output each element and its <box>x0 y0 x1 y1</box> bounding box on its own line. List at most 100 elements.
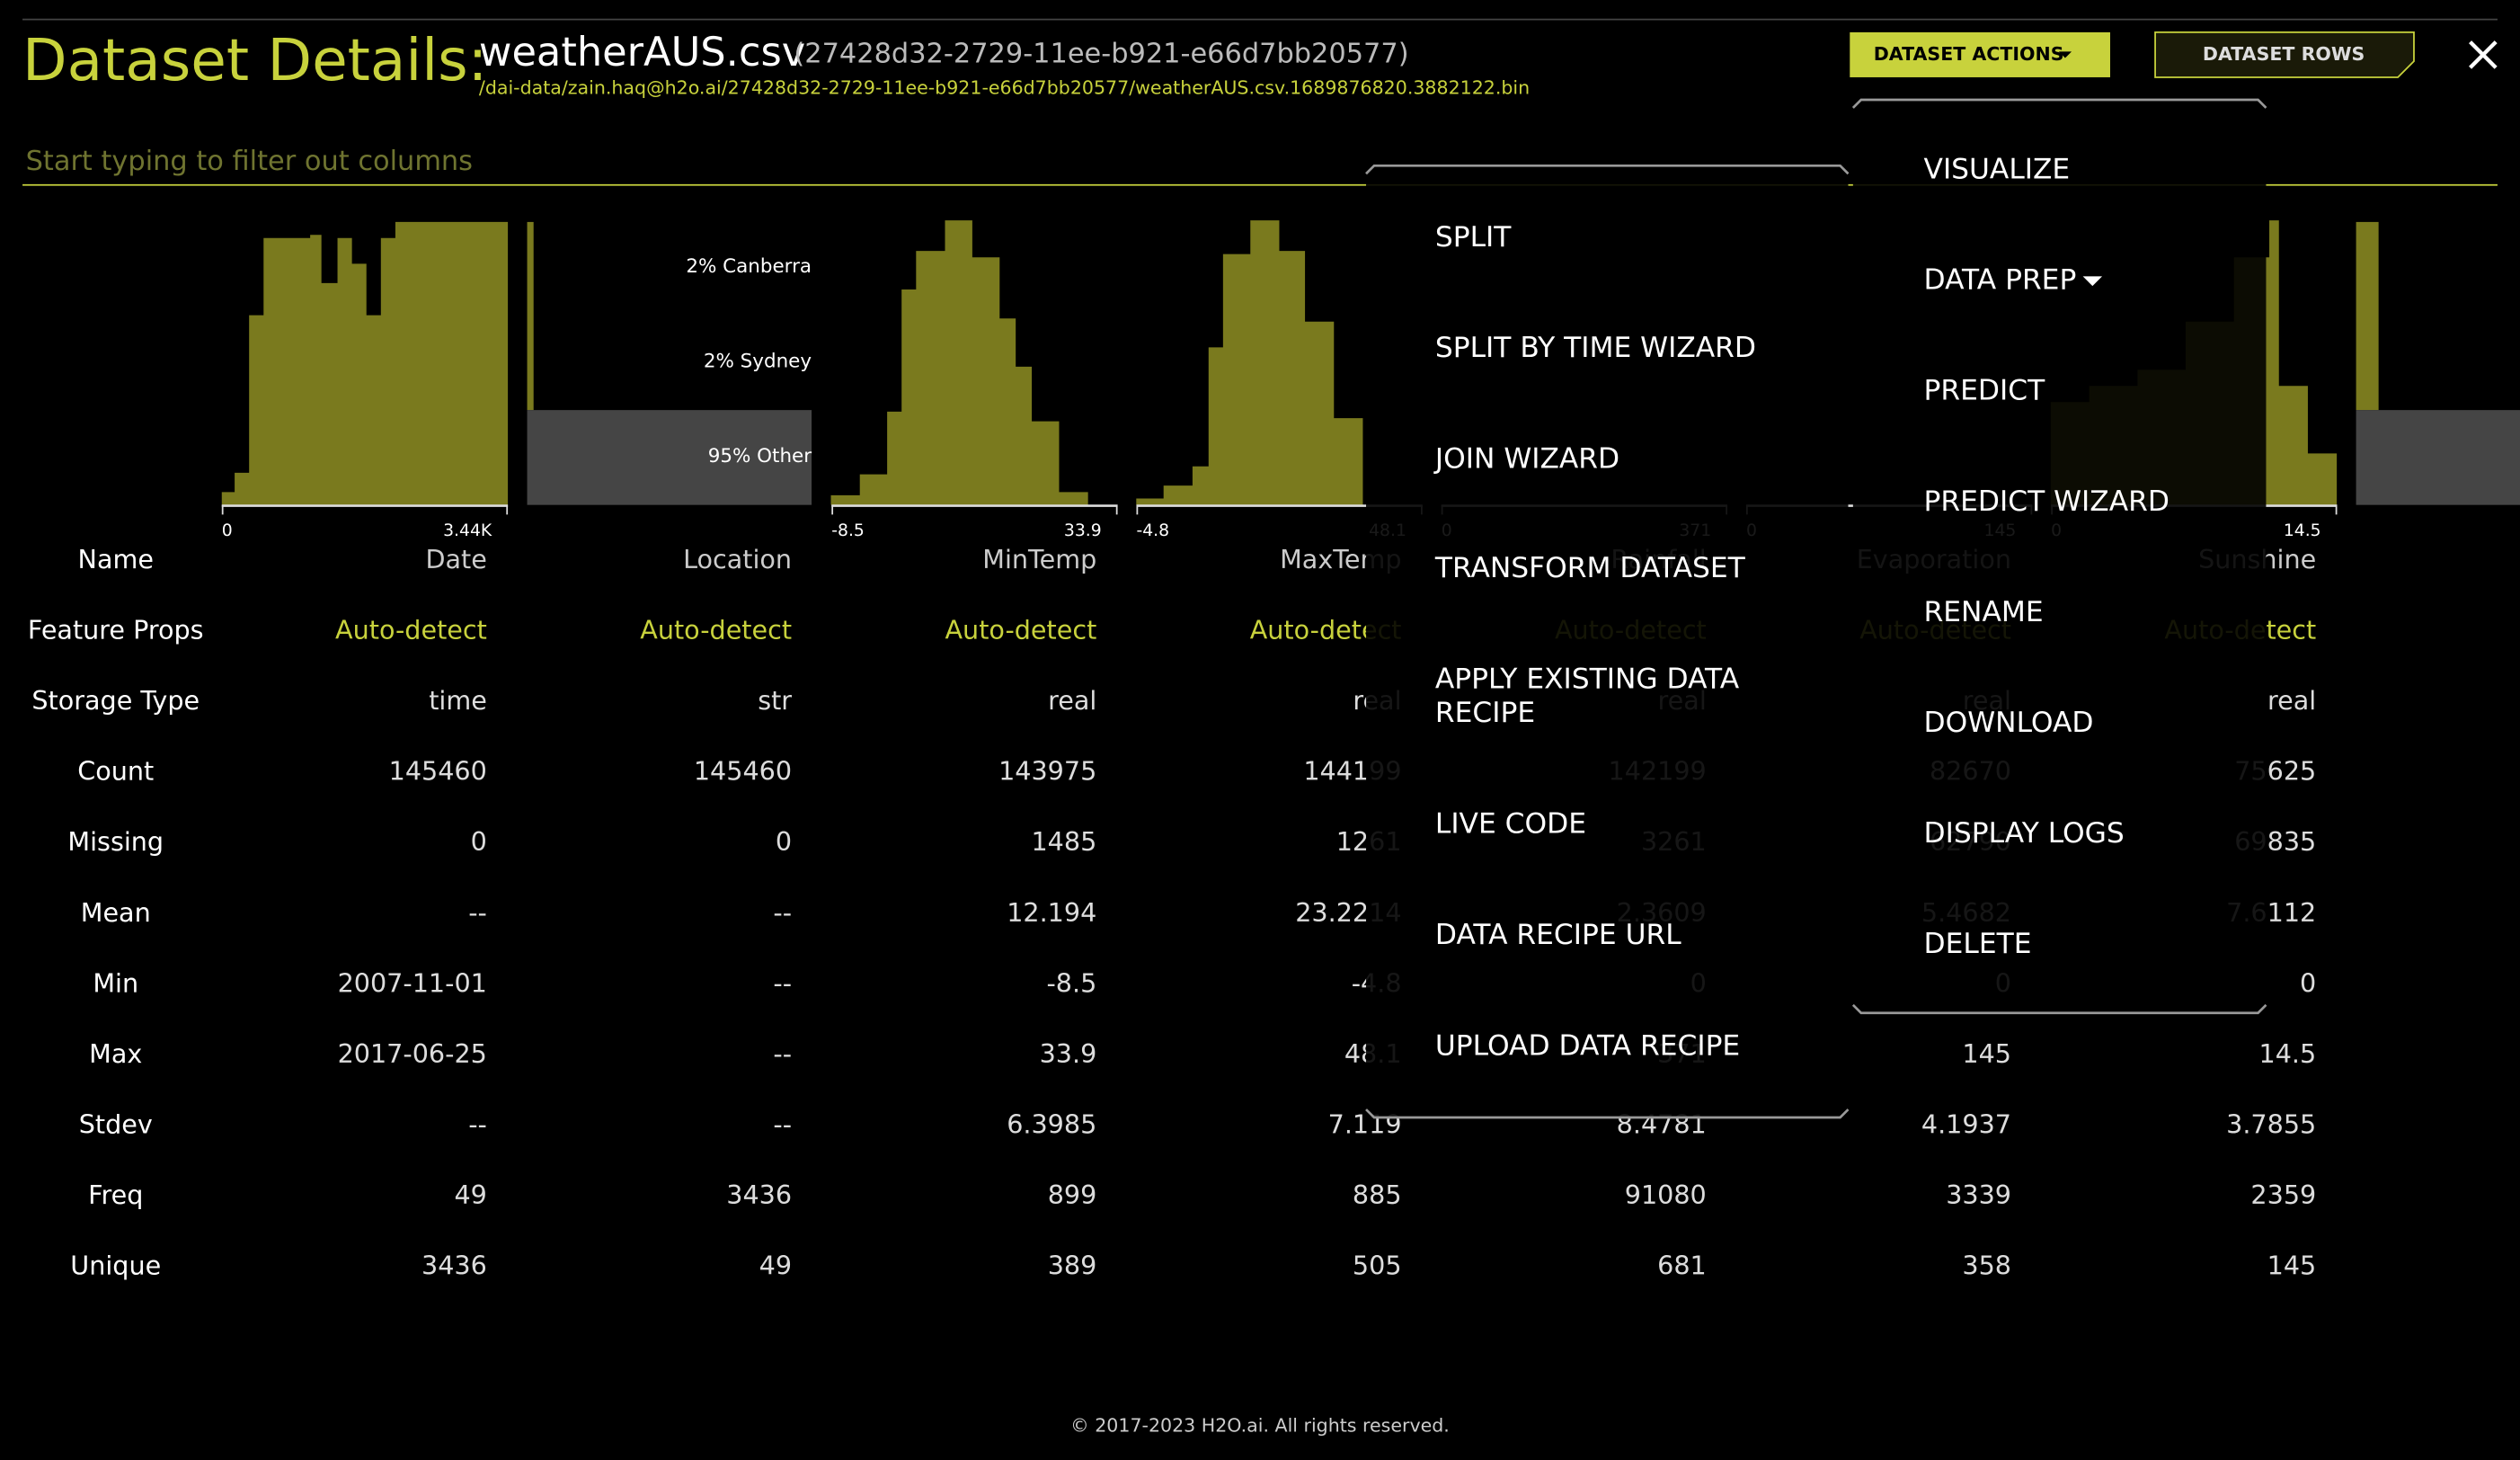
histogram-min: 0 <box>222 521 233 540</box>
submenu-item[interactable]: DATA RECIPE URL <box>1435 919 1681 951</box>
submenu-item[interactable]: SPLIT <box>1435 221 1512 254</box>
row-label: Max <box>89 1038 142 1069</box>
row-label: Min <box>93 967 138 998</box>
submenu-item[interactable]: LIVE CODE <box>1435 808 1586 841</box>
cell: 49 <box>454 1180 486 1210</box>
menu-item[interactable]: RENAME <box>1924 596 2044 628</box>
menu-item[interactable]: DISPLAY LOGS <box>1924 817 2125 850</box>
cell: 0 <box>776 826 792 857</box>
cell: 1485 <box>1031 826 1096 857</box>
submenu-panel <box>1366 165 1849 1117</box>
cell: 3436 <box>726 1180 792 1210</box>
cell: 14.5 <box>2259 1038 2317 1069</box>
cell: -- <box>468 897 487 928</box>
histogram-mintemp <box>830 220 1088 505</box>
row-label: Mean <box>81 897 151 928</box>
menu-item[interactable]: DOWNLOAD <box>1924 707 2094 739</box>
page-title: Dataset Details: <box>22 27 487 94</box>
windgustdir-other-bar <box>2356 410 2520 505</box>
location-other-bar <box>527 410 812 505</box>
row-label: Stdev <box>79 1108 153 1139</box>
submenu-item[interactable]: SPLIT BY TIME WIZARD <box>1435 332 1756 364</box>
cell: real <box>2267 685 2316 716</box>
dataset-name: weatherAUS.csv <box>479 29 805 76</box>
cell: 2017-06-25 <box>338 1038 487 1069</box>
cell: -- <box>773 967 792 998</box>
feature-props[interactable]: Auto-detect <box>640 615 792 645</box>
cell: -8.5 <box>1046 967 1096 998</box>
cell: 3.7855 <box>2226 1108 2316 1139</box>
filter-input[interactable]: Start typing to filter out columns <box>26 146 473 177</box>
submenu-panel-edge <box>1365 164 1850 1119</box>
cell: 143975 <box>998 756 1096 787</box>
histogram-date <box>221 221 509 505</box>
row-label: Count <box>77 756 154 787</box>
actions-button[interactable]: DATASET ACTIONS <box>1874 43 2064 65</box>
cell: 0 <box>471 826 487 857</box>
row-label: Freq <box>88 1180 143 1210</box>
submenu-item[interactable]: APPLY EXISTING DATA RECIPE <box>1435 663 1740 730</box>
cell: 12.194 <box>1007 897 1096 928</box>
cell: -- <box>773 897 792 928</box>
histogram-min: -4.8 <box>1136 521 1169 540</box>
cell: real <box>1048 685 1096 716</box>
caret <box>2058 51 2072 58</box>
menu-panel <box>1852 100 2267 1013</box>
cell: 681 <box>1657 1250 1707 1280</box>
cell: 505 <box>1353 1250 1402 1280</box>
location-bar-label: 2% Sydney <box>704 350 812 372</box>
cell: 3436 <box>421 1250 487 1280</box>
histogram-windgustdir <box>2356 221 2379 411</box>
row-label: Storage Type <box>31 685 200 716</box>
overlay: SPLIT SPLIT BY TIME WIZARD JOIN WIZARD TRAN… <box>1070 98 2267 1436</box>
histogram-max: 14.5 <box>2284 521 2321 540</box>
submenu-item-line: RECIPE <box>1435 697 1535 729</box>
submenu-item[interactable]: UPLOAD DATA RECIPE <box>1435 1029 1740 1062</box>
cell: 0 <box>2300 967 2316 998</box>
column-name: MinTemp <box>982 544 1096 574</box>
dataset-id: (27428d32-2729-11ee-b921-e66d7bb20577) <box>794 38 1408 69</box>
footer: © 2017-2023 H2O.ai. All rights reserved. <box>1070 1414 1450 1436</box>
cell: 6.3985 <box>1007 1108 1096 1139</box>
cell: 4.1937 <box>1921 1108 2011 1139</box>
row-label: Feature Props <box>28 615 204 645</box>
row-label: Missing <box>67 826 164 857</box>
feature-props[interactable]: Auto-detect <box>335 615 487 645</box>
row-label: Name <box>78 544 154 574</box>
cell: -- <box>773 1108 792 1139</box>
cell: 2359 <box>2250 1180 2316 1210</box>
cell: 3339 <box>1946 1180 2011 1210</box>
menu-item[interactable]: VISUALIZE <box>1924 154 2071 186</box>
submenu-item[interactable]: JOIN WIZARD <box>1433 443 1619 476</box>
column-name: Location <box>683 544 792 574</box>
cell: 358 <box>1962 1250 2011 1280</box>
cell: 145460 <box>694 756 792 787</box>
feature-props[interactable]: Auto-detect <box>945 615 1096 645</box>
menu-panel-edge <box>1851 98 2267 1015</box>
histogram-max: 3.44K <box>443 521 492 540</box>
submenu-item-line: APPLY EXISTING DATA <box>1435 663 1740 696</box>
cell: 145 <box>2267 1250 2317 1280</box>
cell: str <box>758 685 792 716</box>
cell: 885 <box>1353 1180 1402 1210</box>
location-bar-label: 2% Canberra <box>686 255 812 278</box>
menu-caret <box>2082 276 2103 287</box>
rows-button-bg[interactable] <box>2154 31 2415 78</box>
menu-item[interactable]: DELETE <box>1924 928 2032 960</box>
histogram-min: -8.5 <box>831 521 865 540</box>
cell: 91080 <box>1625 1180 1707 1210</box>
menu-item[interactable]: DATA PREP <box>1924 264 2077 297</box>
close-button[interactable] <box>2469 40 2498 69</box>
histogram-max: 33.9 <box>1064 521 1102 540</box>
rows-button[interactable]: DATASET ROWS <box>2203 43 2365 65</box>
histogram-maxtemp <box>1136 220 1363 505</box>
histogram-location <box>527 221 534 411</box>
cell: -- <box>468 1108 487 1139</box>
cell: 145 <box>1962 1038 2011 1069</box>
menu-item[interactable]: PREDICT <box>1924 375 2046 407</box>
submenu-item[interactable]: TRANSFORM DATASET <box>1434 552 1746 584</box>
column-name: Date <box>425 544 486 574</box>
menu-item[interactable]: PREDICT WIZARD <box>1924 485 2170 518</box>
location-bar-label: 95% Other <box>708 445 812 467</box>
